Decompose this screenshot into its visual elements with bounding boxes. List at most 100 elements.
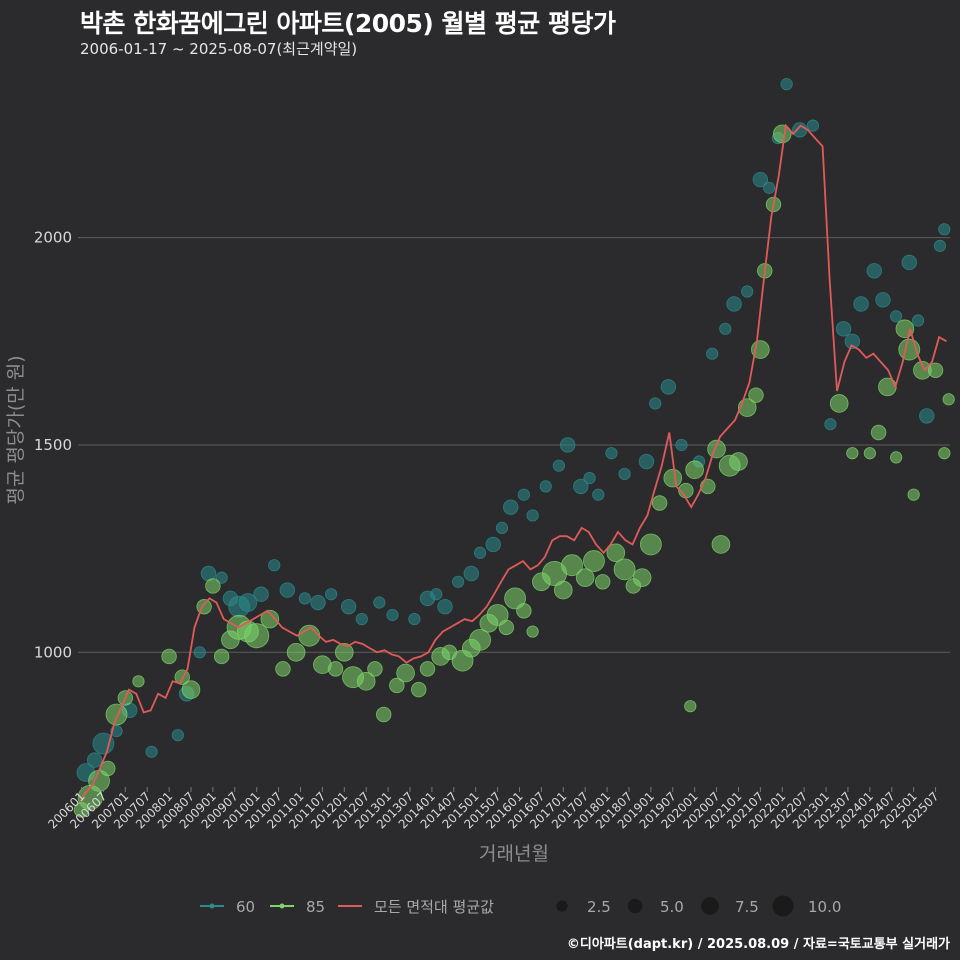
legend: 60 85 모든 면적대 평균값 2.5 5.0 7.5 10.0 <box>200 895 841 917</box>
point-series-60 <box>310 594 326 611</box>
point-series-85 <box>684 700 697 713</box>
point-series-85 <box>594 574 611 590</box>
point-series-60 <box>298 592 311 605</box>
point-series-85 <box>632 568 652 587</box>
point-series-85 <box>244 623 270 649</box>
point-series-60 <box>238 593 258 612</box>
point-series-85 <box>639 533 662 556</box>
point-series-60 <box>171 729 184 742</box>
point-series-60 <box>835 321 852 337</box>
point-series-60 <box>824 418 837 431</box>
point-series-60 <box>325 588 338 601</box>
point-series-60 <box>340 598 357 615</box>
point-series-60 <box>806 119 820 132</box>
point-series-60 <box>430 588 443 601</box>
point-series-85 <box>469 628 491 651</box>
point-series-85 <box>870 424 887 441</box>
point-series-60 <box>452 575 465 588</box>
point-series-85 <box>583 550 605 572</box>
point-series-60 <box>933 239 947 252</box>
point-series-85 <box>526 625 539 638</box>
point-series-85 <box>863 447 876 460</box>
point-series-60 <box>741 285 754 298</box>
legend-size-circle <box>772 895 794 917</box>
point-series-85 <box>829 394 849 413</box>
point-series-85 <box>334 642 354 662</box>
point-series-85 <box>396 663 415 683</box>
point-series-85 <box>419 661 436 677</box>
point-series-85 <box>772 124 792 144</box>
scatter-points <box>73 78 955 818</box>
point-series-60 <box>605 447 618 460</box>
x-axis-title: 거래년월 <box>479 843 549 865</box>
y-tick-label: 1500 <box>34 436 72 454</box>
point-series-60 <box>752 171 769 188</box>
y-tick-label: 2000 <box>34 229 72 247</box>
legend-size-circle <box>556 900 568 912</box>
point-series-85 <box>846 447 859 460</box>
point-series-85 <box>498 619 515 636</box>
point-series-85 <box>575 568 595 587</box>
point-series-85 <box>878 377 897 397</box>
point-series-85 <box>389 677 405 694</box>
point-series-60 <box>649 397 662 410</box>
average-line-layer <box>80 123 947 802</box>
point-series-85 <box>553 580 573 600</box>
point-series-60 <box>503 499 519 515</box>
point-series-85 <box>685 460 704 480</box>
point-series-60 <box>866 263 882 279</box>
point-series-60 <box>875 292 891 308</box>
point-series-85 <box>105 703 128 726</box>
point-series-60 <box>268 559 281 572</box>
point-series-60 <box>583 472 596 485</box>
point-series-85 <box>504 587 526 610</box>
point-series-85 <box>181 680 201 699</box>
point-series-85 <box>486 604 509 626</box>
chart-subtitle: 2006-01-17 ~ 2025-08-07(최근계약일) <box>80 40 358 58</box>
legend-key-dot <box>209 903 215 909</box>
chart-title: 박촌 한화꿈에그린 아파트(2005) 월별 평균 평당가 <box>80 9 616 38</box>
point-series-60 <box>215 571 228 584</box>
point-series-60 <box>495 521 509 534</box>
point-series-85 <box>938 447 951 460</box>
point-series-60 <box>253 586 269 602</box>
point-series-60 <box>792 122 808 138</box>
point-series-85 <box>651 495 668 511</box>
point-series-85 <box>275 661 291 677</box>
point-series-60 <box>592 488 605 501</box>
average-line <box>80 123 947 802</box>
point-series-85 <box>411 681 427 698</box>
y-tick-labels: 1000 1500 2000 <box>34 229 72 662</box>
point-series-85 <box>260 609 280 629</box>
point-series-60 <box>763 181 776 194</box>
point-series-85 <box>367 661 383 677</box>
point-series-85 <box>161 648 177 665</box>
point-series-60 <box>726 296 742 312</box>
point-series-60 <box>279 582 296 598</box>
legend-size-label: 2.5 <box>587 898 611 916</box>
point-series-60 <box>618 467 631 481</box>
footer-credit: ©디아파트(dapt.kr) / 2025.08.09 / 자료=국토교통부 실… <box>566 937 950 952</box>
legend-size-label: 5.0 <box>660 898 684 916</box>
point-series-60 <box>437 598 453 615</box>
legend-label: 60 <box>236 898 255 916</box>
point-series-85 <box>561 554 583 577</box>
point-series-60 <box>719 322 732 335</box>
legend-size-circle <box>627 898 643 914</box>
point-series-85 <box>327 661 344 677</box>
point-series-60 <box>386 608 399 622</box>
point-series-60 <box>890 310 903 323</box>
point-series-60 <box>463 565 479 582</box>
point-series-60 <box>559 437 576 453</box>
point-series-85 <box>376 706 392 723</box>
point-series-60 <box>408 613 421 626</box>
point-series-60 <box>938 223 951 236</box>
point-series-60 <box>573 478 589 495</box>
point-series-60 <box>86 752 103 768</box>
point-series-60 <box>911 314 925 327</box>
point-series-85 <box>942 393 955 406</box>
point-series-60 <box>706 347 719 360</box>
point-series-85 <box>356 672 376 691</box>
point-series-85 <box>606 543 626 563</box>
point-series-60 <box>526 509 539 522</box>
